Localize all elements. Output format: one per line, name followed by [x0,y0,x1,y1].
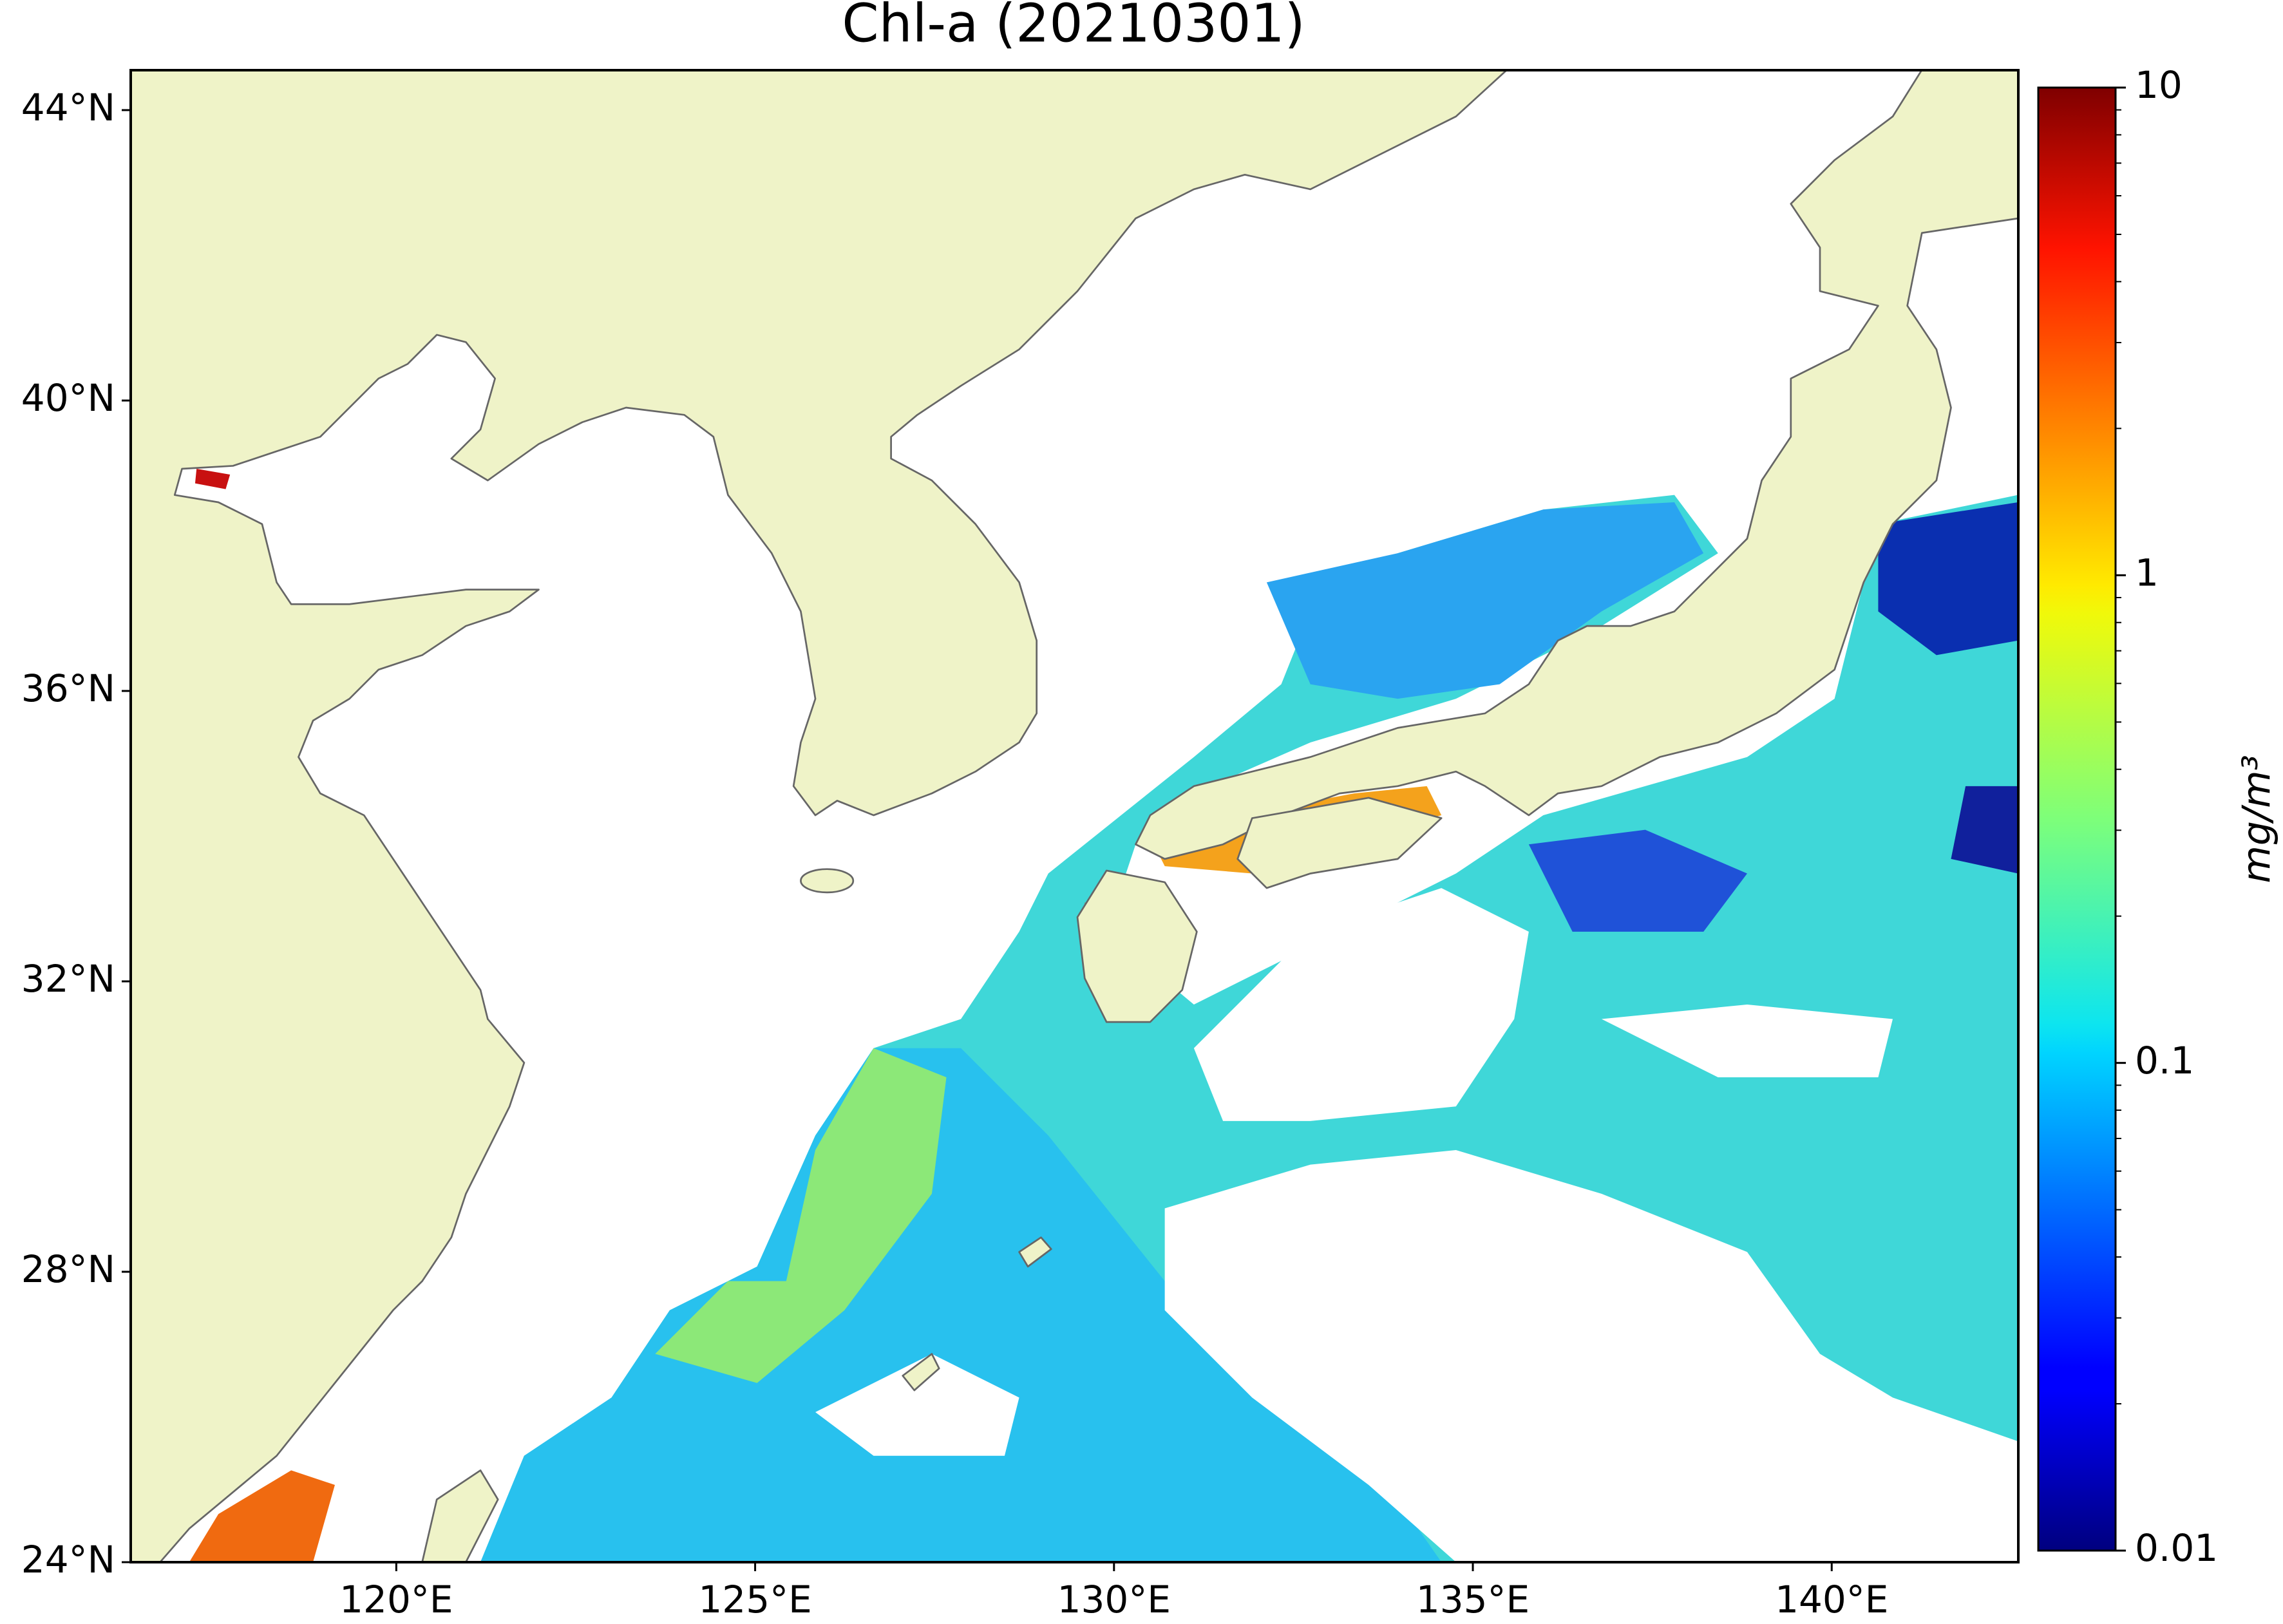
x-tick-label: 140°E [1775,1578,1888,1621]
y-tick-label: 36°N [21,666,115,710]
chl-patch [1528,829,1747,932]
land-mass [1135,70,2018,860]
x-tick-label: 125°E [698,1578,811,1621]
y-tick-label: 40°N [21,376,115,420]
colorbar [2037,86,2117,1552]
map-area [131,70,2018,1562]
colorbar-tick-label: 0.01 [2135,1526,2218,1570]
y-tick-label: 28°N [21,1247,115,1291]
map-frame [129,69,2020,1563]
map-title: Chl-a (20210301) [842,0,1305,54]
land-mass [1018,1236,1052,1268]
y-tick-label: 32°N [21,957,115,1001]
land-mass [1076,869,1198,1023]
land-mass [800,868,855,894]
cloud-gaps [815,888,2018,1562]
chl-patch [480,1048,1442,1562]
chl-patch [1266,502,1704,699]
x-tick-label: 135°E [1416,1578,1530,1621]
land [131,70,2018,1562]
colorbar-label: mg/m³ [2235,755,2280,883]
land-mass [131,70,1508,1562]
y-tick-label: 24°N [21,1538,115,1582]
chl-patch [1878,502,2018,656]
land-mass [902,1353,940,1392]
land-mass [1236,797,1443,889]
colorbar-tick-label: 1 [2135,551,2159,594]
x-tick-label: 120°E [339,1578,453,1621]
chl-patch [194,468,231,489]
colorbar-tick-label: 10 [2135,63,2183,107]
colorbar-tick-label: 0.1 [2135,1039,2194,1082]
y-tick-label: 44°N [21,86,115,129]
x-tick-label: 130°E [1057,1578,1171,1621]
chl-patch [655,1048,947,1383]
chl-patch [1951,786,2018,874]
chl-patch [189,1470,335,1562]
